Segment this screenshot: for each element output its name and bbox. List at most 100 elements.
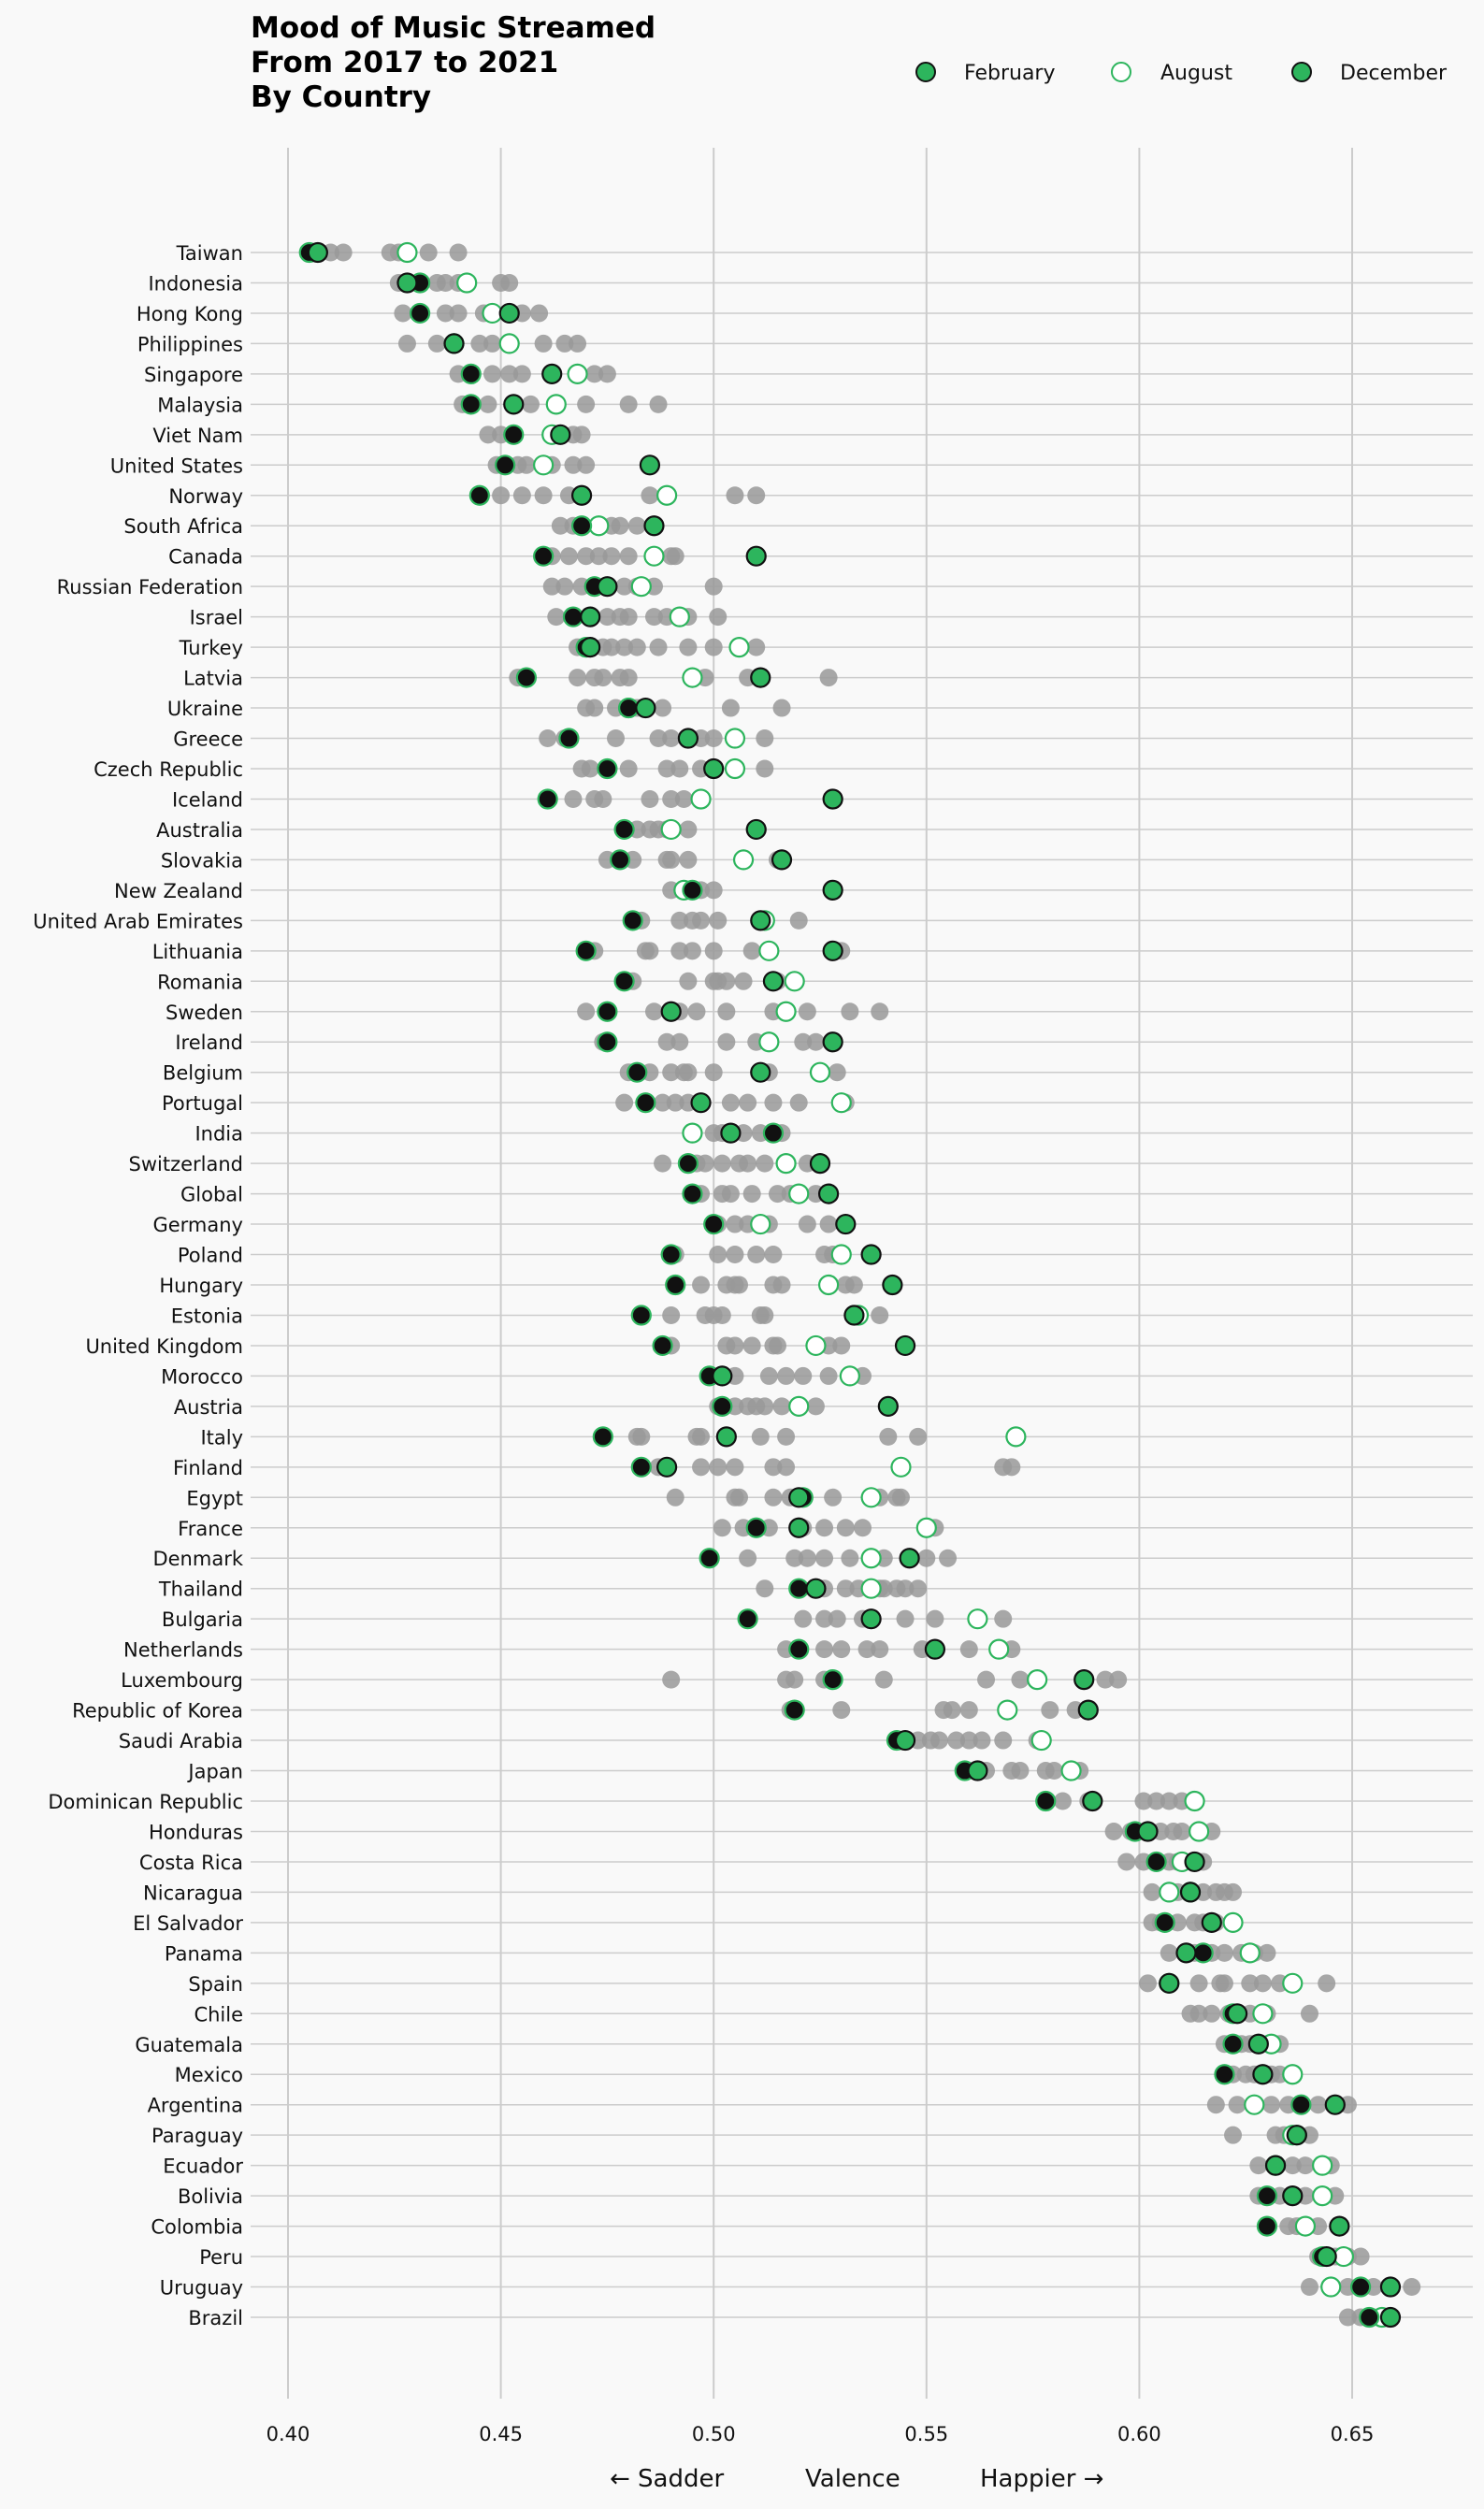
other-month-point bbox=[734, 972, 753, 990]
other-month-point bbox=[1318, 1974, 1336, 1993]
december-point bbox=[1316, 2245, 1337, 2268]
other-month-point bbox=[819, 1215, 838, 1233]
august-point bbox=[1239, 1942, 1261, 1964]
other-month-point bbox=[1189, 2004, 1208, 2023]
february-point bbox=[703, 1213, 725, 1235]
other-month-point bbox=[772, 1397, 791, 1416]
february-point bbox=[597, 757, 618, 780]
december-point bbox=[788, 1487, 810, 1508]
other-month-point bbox=[654, 1093, 672, 1112]
other-month-point bbox=[500, 273, 519, 292]
other-month-point bbox=[662, 1305, 681, 1324]
august-point bbox=[396, 241, 418, 264]
country-label: Ireland bbox=[175, 1031, 243, 1054]
other-month-point bbox=[789, 1093, 808, 1112]
other-month-point bbox=[739, 1549, 757, 1567]
december-point bbox=[750, 667, 771, 688]
august-point bbox=[567, 363, 588, 384]
february-point bbox=[1145, 1851, 1167, 1873]
august-point bbox=[545, 394, 567, 415]
other-month-point bbox=[815, 1640, 834, 1659]
other-month-point bbox=[857, 1640, 876, 1659]
other-month-point bbox=[768, 1336, 786, 1355]
other-month-point bbox=[879, 1427, 898, 1446]
august-point bbox=[724, 728, 746, 749]
august-point bbox=[1184, 1790, 1205, 1812]
august-point bbox=[1282, 2064, 1304, 2085]
other-month-point bbox=[517, 455, 536, 474]
february-point bbox=[460, 363, 482, 384]
december-point bbox=[860, 1608, 882, 1630]
december-point bbox=[745, 545, 767, 567]
february-point bbox=[495, 454, 516, 476]
other-month-point bbox=[598, 608, 616, 627]
country-label: Saudi Arabia bbox=[119, 1730, 243, 1752]
other-month-point bbox=[1300, 2278, 1318, 2297]
legend-marker-february bbox=[915, 62, 936, 82]
other-month-point bbox=[959, 1640, 978, 1659]
other-month-point bbox=[641, 486, 659, 505]
other-month-point bbox=[692, 1427, 711, 1446]
december-point bbox=[1226, 2003, 1248, 2025]
december-point bbox=[690, 1092, 712, 1114]
country-label: Romania bbox=[157, 971, 243, 993]
other-month-point bbox=[794, 1609, 813, 1628]
other-month-point bbox=[874, 1670, 893, 1689]
country-label: Dominican Republic bbox=[48, 1791, 243, 1813]
chart-title: Mood of Music Streamed From 2017 to 2021… bbox=[251, 11, 656, 114]
august-point bbox=[830, 1244, 852, 1265]
august-point bbox=[1060, 1760, 1082, 1781]
other-month-point bbox=[547, 608, 566, 627]
other-month-point bbox=[1215, 1943, 1233, 1962]
country-label: Taiwan bbox=[176, 242, 243, 265]
february-point bbox=[682, 1183, 703, 1204]
country-label: Malaysia bbox=[157, 394, 243, 416]
august-point bbox=[630, 576, 652, 598]
country-label: Honduras bbox=[149, 1821, 243, 1843]
february-point bbox=[712, 1395, 733, 1417]
february-point bbox=[503, 424, 525, 445]
country-label: United Arab Emirates bbox=[33, 910, 243, 932]
other-month-point bbox=[717, 972, 736, 990]
other-month-point bbox=[666, 1488, 684, 1507]
other-month-point bbox=[632, 1427, 651, 1446]
other-month-point bbox=[871, 1002, 889, 1021]
x-tick-label: 0.65 bbox=[1331, 2423, 1375, 2445]
other-month-point bbox=[492, 486, 511, 505]
country-label: Switzerland bbox=[129, 1153, 244, 1175]
february-point bbox=[558, 728, 580, 749]
december-point bbox=[1252, 2064, 1274, 2085]
other-month-point bbox=[994, 1609, 1013, 1628]
other-month-point bbox=[641, 942, 659, 960]
august-point bbox=[456, 272, 478, 294]
december-point bbox=[643, 515, 665, 537]
december-point bbox=[720, 1122, 742, 1144]
country-label: Poland bbox=[178, 1245, 243, 1267]
country-label: Norway bbox=[168, 485, 243, 508]
other-month-point bbox=[756, 1397, 774, 1416]
other-month-point bbox=[1045, 1762, 1063, 1781]
other-month-point bbox=[679, 972, 698, 990]
other-month-point bbox=[756, 759, 774, 778]
other-month-point bbox=[768, 1185, 786, 1204]
other-month-point bbox=[662, 729, 681, 748]
august-point bbox=[860, 1548, 882, 1569]
other-month-point bbox=[692, 911, 711, 930]
december-point bbox=[822, 788, 843, 810]
legend-marker-december bbox=[1291, 62, 1312, 82]
other-month-point bbox=[662, 1063, 681, 1082]
august-point bbox=[915, 1517, 937, 1538]
other-month-point bbox=[1300, 2004, 1318, 2023]
other-month-point bbox=[483, 334, 501, 353]
december-point bbox=[762, 971, 785, 992]
other-month-point bbox=[798, 1002, 816, 1021]
country-label: United States bbox=[110, 454, 243, 477]
august-point bbox=[682, 1122, 703, 1144]
august-point bbox=[732, 849, 755, 871]
february-point bbox=[788, 1638, 810, 1660]
country-label: Russian Federation bbox=[57, 576, 243, 598]
other-month-point bbox=[704, 881, 723, 900]
other-month-point bbox=[717, 1032, 736, 1051]
other-month-point bbox=[602, 547, 621, 566]
february-point bbox=[570, 515, 593, 537]
